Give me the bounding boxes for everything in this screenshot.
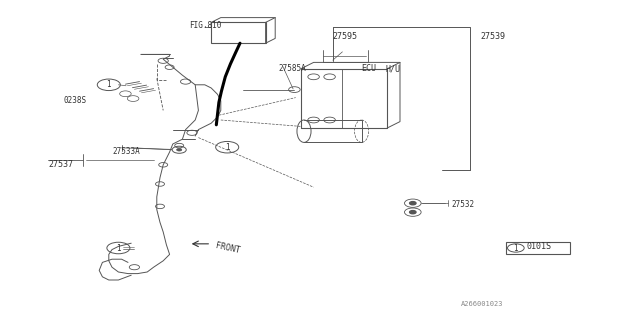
Text: FRONT: FRONT	[214, 242, 241, 256]
Text: 1: 1	[513, 244, 518, 252]
Circle shape	[410, 211, 416, 214]
Text: 27533A: 27533A	[112, 147, 140, 156]
Circle shape	[410, 202, 416, 205]
Text: 1: 1	[225, 143, 230, 152]
Text: 27537: 27537	[48, 160, 73, 169]
Text: 27595: 27595	[333, 32, 358, 41]
Text: 0238S: 0238S	[64, 96, 87, 105]
Text: 0101S: 0101S	[526, 242, 551, 251]
Bar	[211, 22, 266, 43]
Bar	[506, 242, 570, 254]
Text: A266001023: A266001023	[461, 301, 503, 307]
Text: 1: 1	[116, 244, 121, 252]
Text: H/U: H/U	[385, 64, 400, 73]
Text: 1: 1	[106, 80, 111, 89]
Text: 27585A: 27585A	[278, 64, 306, 73]
Text: 27539: 27539	[480, 32, 505, 41]
Text: 27532: 27532	[451, 200, 474, 209]
Text: FIG.810: FIG.810	[189, 21, 221, 30]
Circle shape	[177, 148, 182, 151]
Text: ECU: ECU	[362, 64, 376, 73]
